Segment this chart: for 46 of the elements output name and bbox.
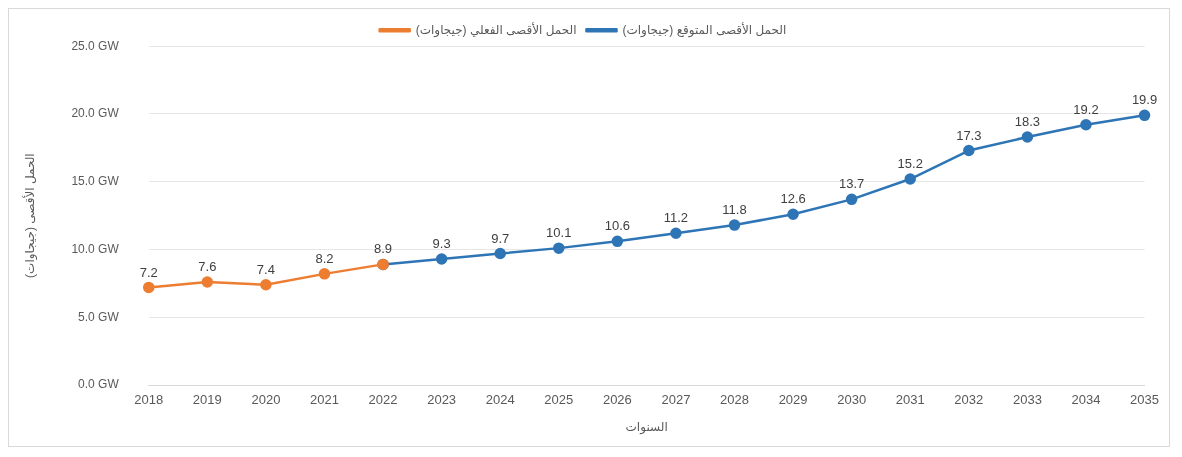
data-label: 15.2 [897,156,923,172]
y-axis-title: الحمل الأقصى (جيجاوات) [21,153,38,278]
data-label: 17.3 [956,127,982,143]
y-tick-label: 15.0 GW [71,174,120,189]
x-tick-label: 2025 [544,392,574,408]
legend-label: الحمل الأقصى المتوقع (جيجاوات) [622,21,787,38]
data-label: 8.9 [374,241,393,257]
y-tick-label: 25.0 GW [71,38,120,53]
data-label: 10.6 [604,218,631,234]
data-label: 19.2 [1073,101,1099,117]
data-label: 11.2 [663,210,689,226]
x-tick-label: 2032 [954,392,984,408]
data-label: 9.7 [491,230,510,246]
legend-label: الحمل الأقصى الفعلي (جيجاوات) [415,21,577,38]
x-tick-label: 2027 [661,392,691,408]
y-tick-label: 0.0 GW [78,377,120,392]
data-label: 7.6 [198,259,217,275]
data-label: 10.1 [546,225,572,241]
x-tick-label: 2022 [368,392,398,408]
data-label: 7.4 [256,261,275,277]
x-tick-label: 2019 [192,392,222,408]
x-tick-label: 2031 [895,392,925,408]
x-tick-label: 2028 [720,392,749,408]
y-tick-label: 5.0 GW [78,309,120,324]
x-axis-title: السنوات [625,420,668,436]
data-label: 7.2 [139,264,158,280]
y-tick-label: 20.0 GW [71,106,120,121]
x-tick-label: 2035 [1130,392,1159,408]
data-label: 13.7 [839,176,865,192]
x-tick-label: 2018 [134,392,164,408]
x-tick-label: 2033 [1012,392,1042,408]
x-tick-label: 2024 [485,392,515,408]
x-tick-label: 2034 [1071,392,1101,408]
x-tick-label: 2030 [837,392,867,408]
x-tick-label: 2020 [251,392,281,408]
data-label: 12.6 [780,191,806,207]
x-tick-label: 2021 [310,392,339,408]
data-label: 19.9 [1131,92,1158,108]
data-label: 18.3 [1014,114,1041,130]
x-tick-label: 2026 [602,392,632,408]
data-label: 11.8 [722,202,747,218]
data-label: 9.3 [432,236,451,252]
y-tick-label: 10.0 GW [71,241,120,256]
data-label: 8.2 [315,250,334,266]
x-tick-label: 2029 [778,392,808,408]
x-tick-label: 2023 [427,392,457,408]
